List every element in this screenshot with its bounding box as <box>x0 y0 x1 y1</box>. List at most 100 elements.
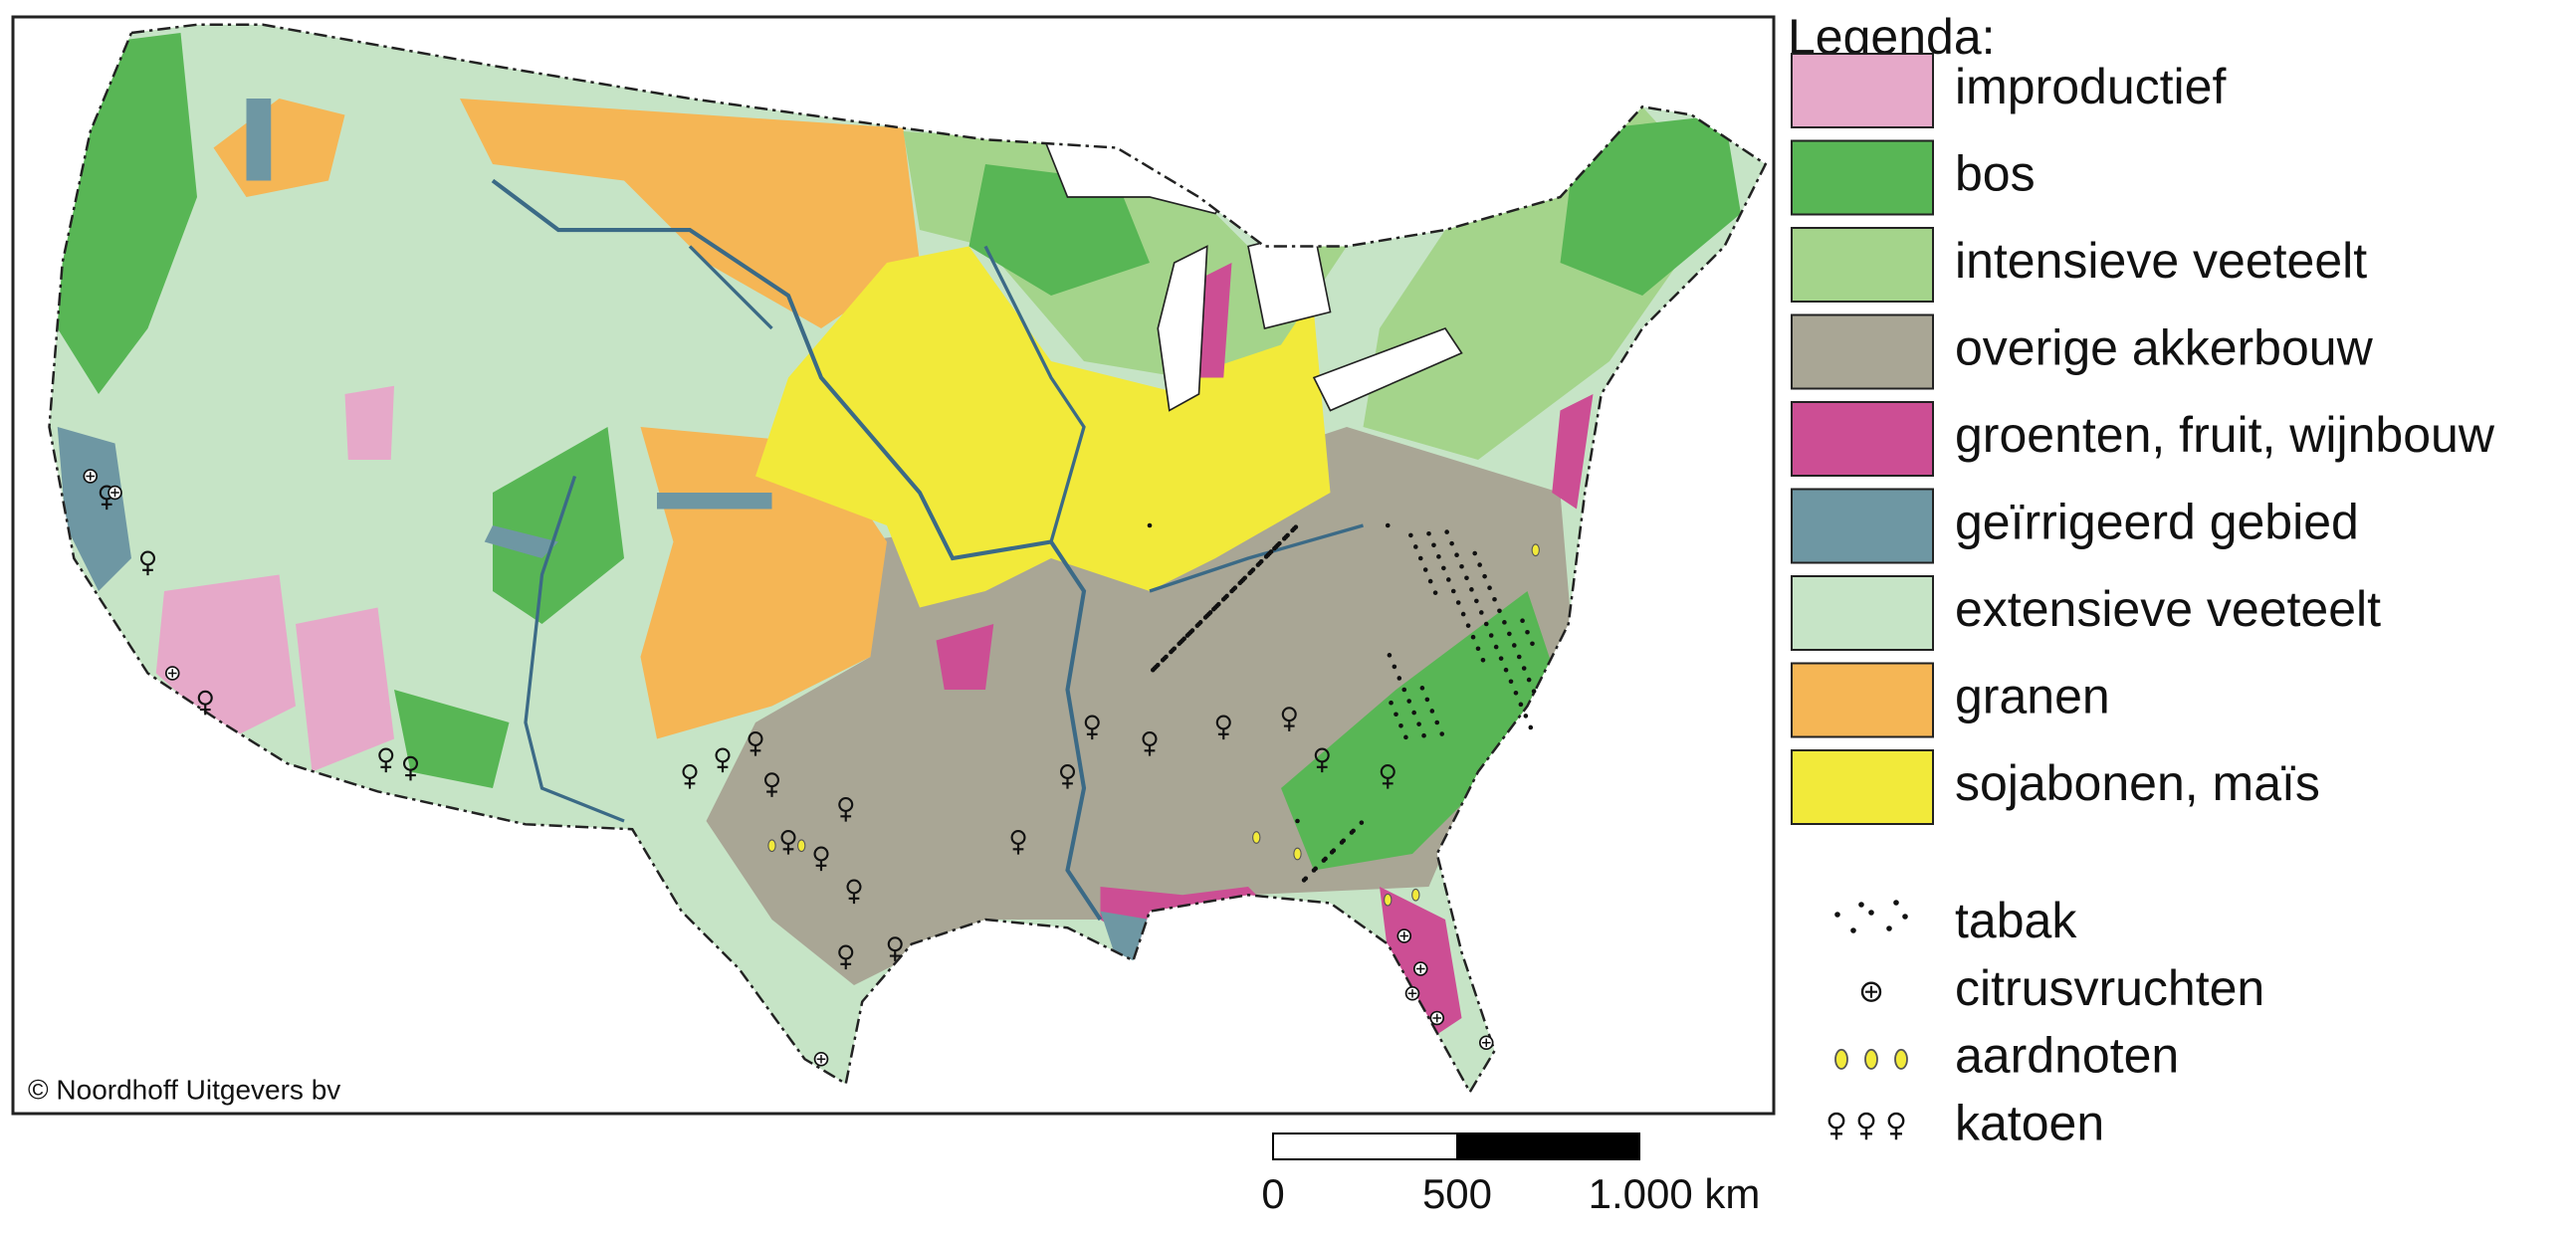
tobacco-symbol <box>1290 527 1295 533</box>
legend-swatch <box>1791 749 1934 825</box>
cotton-symbol <box>848 893 860 905</box>
tobacco-symbol <box>1202 615 1208 620</box>
tobacco-symbol <box>1394 712 1398 718</box>
cotton-symbol <box>750 744 761 756</box>
tobacco-symbol <box>1834 912 1840 918</box>
legend-label: citrusvruchten <box>1955 960 2264 1016</box>
tobacco-symbol <box>1487 585 1492 591</box>
cotton-symbol <box>887 936 903 952</box>
tobacco-symbol <box>1525 629 1530 635</box>
citrus-symbol <box>1415 964 1425 973</box>
legend-label: improductief <box>1955 59 2226 114</box>
tobacco-symbol <box>1498 656 1504 661</box>
tobacco-symbol <box>1416 721 1421 726</box>
tobacco-symbol <box>1518 702 1524 708</box>
tobacco-symbol <box>1237 580 1243 586</box>
tobacco-symbol <box>1329 850 1335 855</box>
cotton-symbol <box>405 769 416 781</box>
tobacco-symbol <box>1263 554 1269 559</box>
tobacco-symbol <box>1444 529 1449 534</box>
tobacco-symbol <box>1229 588 1234 594</box>
cotton-symbol <box>846 879 862 895</box>
tobacco-symbol <box>1507 631 1512 637</box>
tobacco-symbol <box>1526 677 1532 683</box>
cotton-symbol <box>1890 1128 1902 1140</box>
legend-swatch <box>1791 401 1934 477</box>
tobacco-symbol <box>1480 657 1486 663</box>
tobacco-symbol <box>1520 618 1525 624</box>
tobacco-symbol <box>1396 676 1402 681</box>
legend-label: intensieve veeteelt <box>1955 233 2367 289</box>
tobacco-symbol <box>1406 699 1412 704</box>
tobacco-symbol <box>1475 646 1481 652</box>
cotton-symbol <box>1217 728 1229 740</box>
tobacco-symbol <box>1454 552 1459 558</box>
land-use-area <box>1198 263 1232 378</box>
land-use-area <box>484 525 559 559</box>
tobacco-symbol <box>1465 623 1471 628</box>
land-use-area <box>1281 591 1561 871</box>
tobacco-symbol <box>1426 530 1431 536</box>
land-use-area <box>1560 114 1742 297</box>
legend-label: sojabonen, maïs <box>1955 755 2320 811</box>
tobacco-symbol <box>1295 818 1300 824</box>
citrus-symbol <box>816 1054 826 1064</box>
peanut-symbol <box>797 839 806 853</box>
legend-label: bos <box>1955 146 2036 202</box>
tobacco-symbol <box>1528 724 1534 730</box>
cotton-symbol <box>1062 777 1073 789</box>
cotton-symbol <box>889 950 901 961</box>
cotton-symbol <box>1382 777 1394 789</box>
cotton-symbol <box>1827 1112 1845 1130</box>
tobacco-symbol <box>1902 914 1908 920</box>
cotton-symbol <box>380 761 392 773</box>
citrus-symbol <box>1407 988 1417 998</box>
tobacco-symbol <box>1422 567 1428 572</box>
tobacco-symbol <box>1392 664 1397 670</box>
copyright: © Noordhoff Uitgevers bv <box>28 1074 340 1105</box>
tobacco-symbol <box>1403 734 1408 740</box>
cotton-symbol <box>815 860 827 872</box>
tobacco-symbol <box>1492 596 1497 602</box>
tobacco-symbol <box>1247 570 1252 576</box>
cotton-symbol <box>1316 761 1328 773</box>
tobacco-symbol <box>1421 732 1426 738</box>
peanut-symbol <box>1531 543 1540 557</box>
tobacco-symbol <box>1441 565 1446 571</box>
tobacco-symbol <box>1460 611 1466 617</box>
peanut-symbol <box>1252 831 1261 844</box>
citrus-symbol <box>1481 1038 1491 1048</box>
cotton-symbol <box>1283 720 1295 731</box>
tobacco-symbol <box>1502 620 1507 625</box>
citrus-symbol <box>1432 1013 1442 1023</box>
tobacco-symbol <box>1417 555 1423 561</box>
citrus-symbol <box>1399 931 1409 940</box>
tobacco-symbol <box>1427 578 1433 584</box>
tobacco-symbol <box>1521 666 1527 671</box>
legend-swatch <box>1791 488 1934 564</box>
tobacco-symbol <box>1434 720 1440 725</box>
tobacco-symbol <box>1459 563 1464 569</box>
tobacco-symbol <box>1398 722 1403 728</box>
tobacco-symbol <box>1301 878 1307 883</box>
land-use-area <box>936 624 994 691</box>
land-use-area <box>657 493 772 510</box>
cotton-symbol <box>1830 1128 1842 1140</box>
tobacco-symbol <box>1478 610 1484 615</box>
legend-swatch <box>1791 313 1934 390</box>
tobacco-symbol <box>1439 731 1445 736</box>
scale-bar: 0 500 1.000 km <box>1261 1132 1760 1217</box>
tobacco-symbol <box>1531 689 1537 694</box>
tobacco-symbol <box>1488 633 1494 638</box>
legend-label: overige akkerbouw <box>1955 320 2374 376</box>
tobacco-symbol <box>1470 634 1476 640</box>
citrus-symbol <box>110 488 119 498</box>
tobacco-symbol <box>1450 588 1456 594</box>
tobacco-symbol <box>1445 577 1451 582</box>
scale-label: 500 <box>1422 1170 1492 1217</box>
tobacco-symbol <box>1385 522 1391 528</box>
tobacco-symbol <box>1493 644 1499 650</box>
tobacco-symbol <box>1169 649 1174 655</box>
tobacco-symbol <box>1359 820 1365 825</box>
